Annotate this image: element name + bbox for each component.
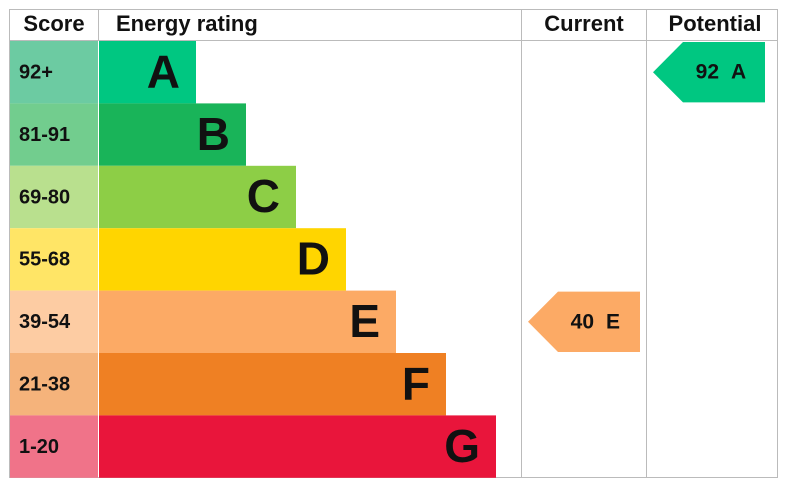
- rating-letter: G: [444, 420, 480, 472]
- rating-letter: A: [147, 45, 180, 97]
- current-value: 40: [571, 310, 594, 333]
- potential-header: Potential: [669, 11, 762, 36]
- rating-bar: [99, 41, 196, 104]
- rating-bar: [99, 353, 446, 416]
- score-cell: [10, 415, 98, 478]
- potential-letter: A: [731, 61, 746, 84]
- potential-value: 92: [696, 61, 719, 84]
- score-cell: [10, 228, 98, 291]
- score-label: 1-20: [19, 436, 59, 458]
- score-label: 92+: [19, 61, 53, 83]
- score-cell: [10, 165, 98, 229]
- score-label: 21-38: [19, 373, 70, 395]
- score-cell: [10, 103, 98, 166]
- score-label: 39-54: [19, 311, 71, 333]
- current-arrow: [528, 291, 640, 352]
- rating-bar: [99, 415, 496, 478]
- rating-letter: C: [247, 170, 280, 222]
- rating-bar: [99, 290, 396, 353]
- rating-letter: F: [402, 357, 430, 409]
- score-label: 69-80: [19, 186, 70, 208]
- score-header: Score: [23, 11, 84, 36]
- score-cell: [10, 353, 98, 416]
- rating-bar: [99, 103, 246, 166]
- score-label: 55-68: [19, 249, 70, 271]
- rating-letter: B: [197, 108, 230, 160]
- score-cell: [10, 290, 98, 353]
- score-cell: [10, 41, 98, 104]
- rating-letter: D: [297, 233, 330, 285]
- rating-header: Energy rating: [116, 11, 258, 36]
- score-label: 81-91: [19, 124, 70, 146]
- current-letter: E: [606, 310, 620, 333]
- current-header: Current: [544, 11, 624, 36]
- rating-bar: [99, 165, 296, 229]
- rating-letter: E: [349, 295, 380, 347]
- potential-arrow: [653, 42, 765, 103]
- rating-bar: [99, 228, 346, 291]
